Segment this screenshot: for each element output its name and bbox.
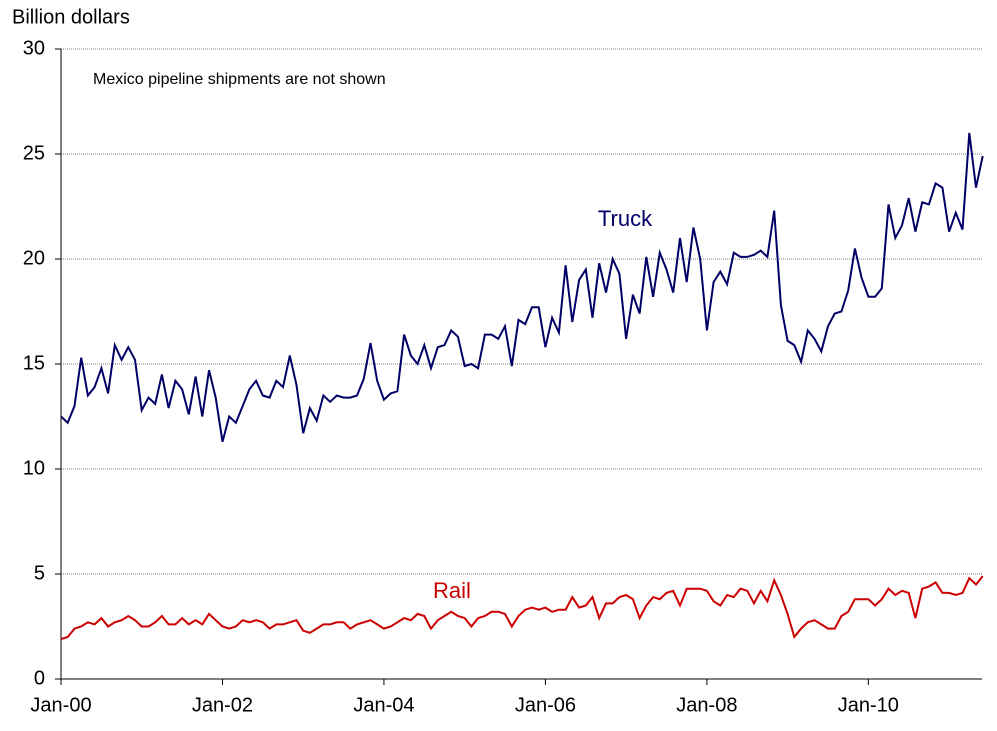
series-line <box>60 575 984 641</box>
series-line <box>60 132 984 442</box>
x-tick-label: Jan-08 <box>676 694 737 716</box>
x-tick-label: Jan-02 <box>192 694 253 716</box>
y-tick-label: 10 <box>23 457 45 479</box>
y-tick-label: 20 <box>23 247 45 269</box>
y-tick-label: 5 <box>34 562 45 584</box>
x-tick-label: Jan-00 <box>30 694 91 716</box>
annotation: Mexico pipeline shipments are not shown <box>93 71 386 88</box>
y-axis-label: Billion dollars <box>12 6 130 28</box>
x-tick-label: Jan-04 <box>353 694 414 716</box>
y-tick-label: 0 <box>34 667 45 689</box>
series-label: Truck <box>598 206 653 231</box>
y-tick-label: 15 <box>23 352 45 374</box>
series-label: Rail <box>433 578 471 603</box>
x-tick-label: Jan-06 <box>515 694 576 716</box>
y-tick-label: 30 <box>23 37 45 59</box>
x-tick-label: Jan-10 <box>838 694 899 716</box>
y-tick-label: 25 <box>23 142 45 164</box>
